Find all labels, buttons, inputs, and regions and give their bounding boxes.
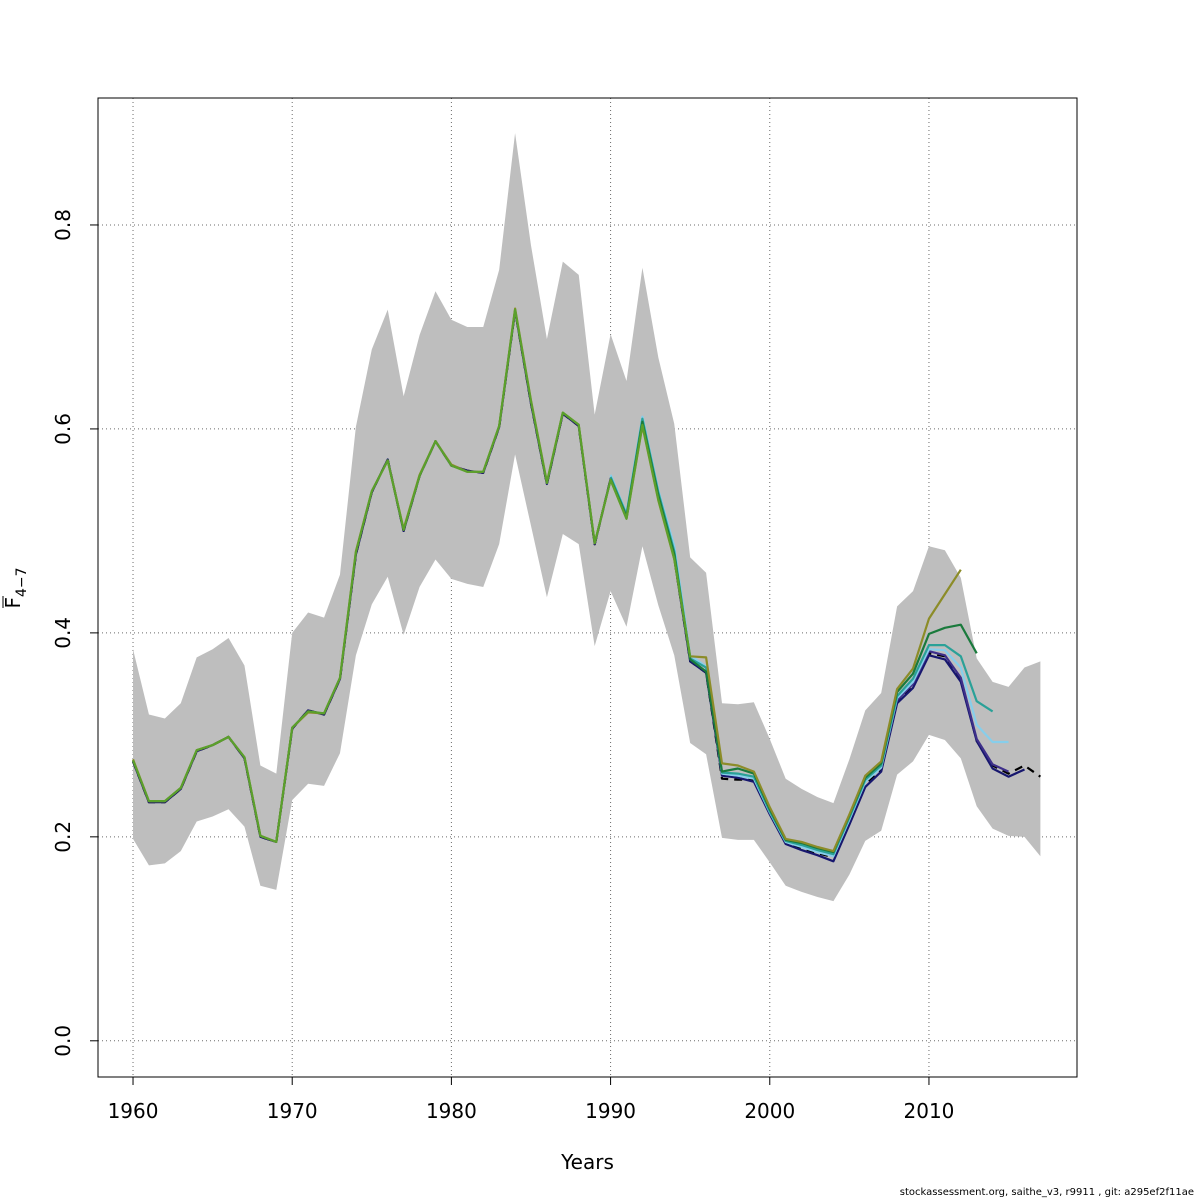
x-axis: 1960 1970 1980 1990 2000 2010 xyxy=(108,1076,955,1123)
x-tick-label: 1970 xyxy=(267,1099,318,1123)
y-tick-label: 0.8 xyxy=(51,209,75,241)
series-layer xyxy=(131,307,1042,863)
y-tick-label: 0.4 xyxy=(51,617,75,649)
confidence-band-layer xyxy=(133,133,1041,902)
svg-text:F4−7: F4−7 xyxy=(1,567,30,608)
footer-credit: stockassessment.org, saithe_v3, r9911 , … xyxy=(899,1187,1194,1198)
y-axis-title: F4−7 xyxy=(1,567,30,608)
y-tick-label: 0.0 xyxy=(51,1025,75,1057)
y-tick-label: 0.6 xyxy=(51,413,75,445)
y-tick-label: 0.2 xyxy=(51,821,75,853)
x-axis-title: Years xyxy=(560,1150,614,1174)
x-tick-label: 2000 xyxy=(744,1099,795,1123)
x-tick-label: 1980 xyxy=(426,1099,477,1123)
y-axis-title-subscript: 4−7 xyxy=(14,567,30,597)
confidence-band xyxy=(133,133,1041,902)
y-axis: 0.0 0.2 0.4 0.6 0.8 xyxy=(51,209,99,1057)
x-tick-label: 2010 xyxy=(904,1099,955,1123)
x-tick-label: 1990 xyxy=(585,1099,636,1123)
y-axis-title-base: F xyxy=(1,597,25,609)
x-tick-label: 1960 xyxy=(108,1099,159,1123)
series-line-7 xyxy=(131,308,692,843)
